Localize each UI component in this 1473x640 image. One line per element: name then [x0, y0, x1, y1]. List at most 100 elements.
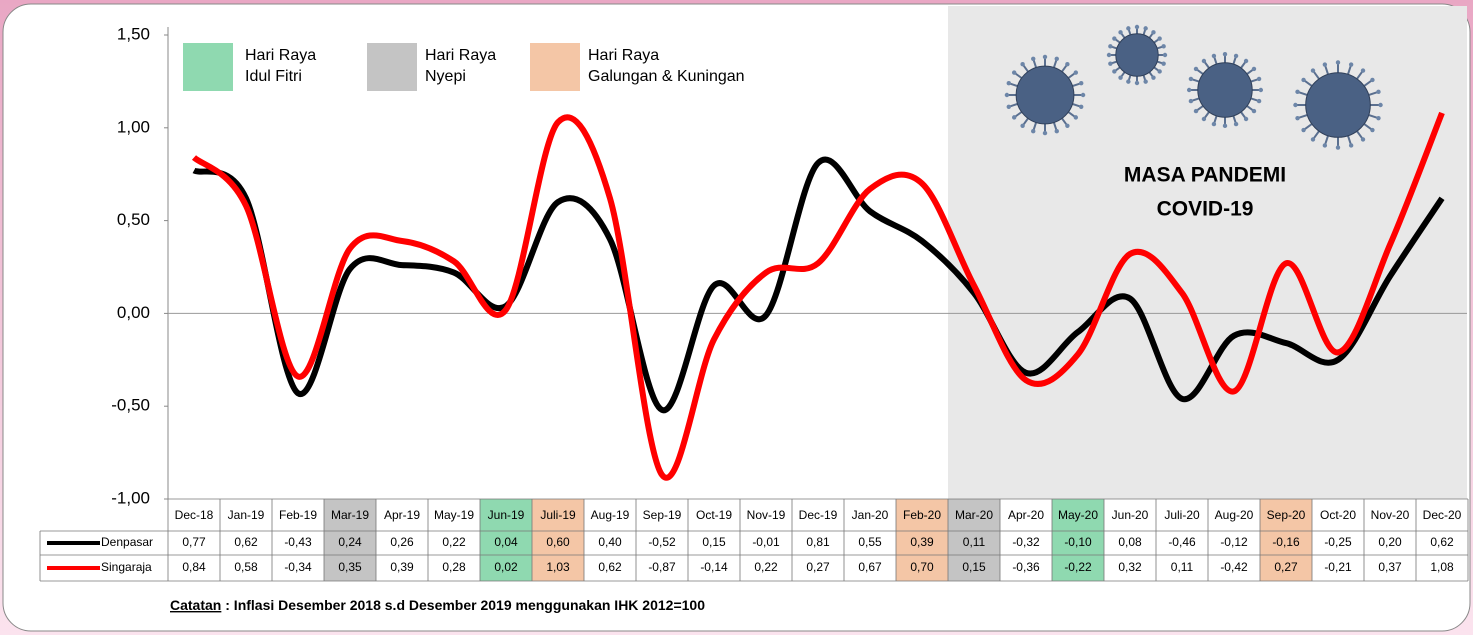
- virus-spike-tip: [1349, 143, 1353, 147]
- value-label: -0,42: [1220, 560, 1248, 574]
- value-label: 0,11: [1171, 560, 1194, 574]
- virus-spike-tip: [1244, 117, 1248, 121]
- value-label: -0,12: [1220, 535, 1248, 549]
- value-label: 0,62: [234, 535, 258, 549]
- highlight-label: Nyepi: [425, 68, 466, 85]
- x-tick-label: Jan-19: [228, 508, 265, 522]
- virus-body: [1116, 34, 1159, 77]
- virus-spike-tip: [1257, 99, 1261, 103]
- value-label: 0,15: [962, 560, 986, 574]
- x-tick-label: Apr-20: [1008, 508, 1044, 522]
- value-label: 0,84: [182, 560, 206, 574]
- virus-spike-tip: [1257, 77, 1261, 81]
- x-tick-label: Sep-20: [1267, 508, 1306, 522]
- value-label: 0,15: [702, 535, 726, 549]
- value-label: 0,67: [858, 560, 882, 574]
- x-tick-label: May-20: [1058, 508, 1098, 522]
- value-label: 0,02: [494, 560, 518, 574]
- virus-spike-tip: [1234, 122, 1238, 126]
- virus-spike-tip: [1107, 53, 1111, 57]
- value-label: 0,35: [338, 560, 362, 574]
- value-label: -0,14: [700, 560, 728, 574]
- pandemic-label: MASA PANDEMI: [1124, 164, 1286, 187]
- y-tick-label: -0,50: [111, 396, 150, 415]
- legend-label: Denpasar: [101, 535, 153, 549]
- virus-spike-tip: [1151, 30, 1155, 34]
- value-label: 0,77: [182, 535, 206, 549]
- note-text: : Inflasi Desember 2018 s.d Desember 201…: [221, 597, 705, 613]
- value-label: 0,20: [1378, 535, 1402, 549]
- virus-spike-tip: [1212, 54, 1216, 58]
- virus-spike-tip: [1157, 36, 1161, 40]
- virus-spike-tip: [1252, 109, 1256, 113]
- virus-spike-tip: [1223, 52, 1227, 56]
- virus-spike-tip: [1126, 79, 1130, 83]
- virus-spike-tip: [1055, 129, 1059, 133]
- virus-spike-tip: [1361, 137, 1365, 141]
- value-label: -0,21: [1324, 560, 1352, 574]
- virus-spike-tip: [1252, 67, 1256, 71]
- virus-spike-tip: [1323, 62, 1327, 66]
- virus-body: [1016, 66, 1074, 124]
- virus-spike-tip: [1065, 62, 1069, 66]
- virus-spike-tip: [1189, 99, 1193, 103]
- highlight-label: Hari Raya: [425, 47, 496, 64]
- virus-spike-tip: [1259, 88, 1263, 92]
- virus-spike-tip: [1151, 75, 1155, 79]
- virus-spike-tip: [1194, 109, 1198, 113]
- virus-spike-tip: [1007, 105, 1011, 109]
- virus-spike-tip: [1295, 90, 1299, 94]
- virus-spike-tip: [1135, 81, 1139, 85]
- virus-spike-tip: [1043, 55, 1047, 59]
- virus-spike-tip: [1108, 61, 1112, 65]
- highlight-swatch: [367, 43, 417, 91]
- x-tick-label: Nov-19: [747, 508, 786, 522]
- value-label: -0,36: [1012, 560, 1040, 574]
- virus-spike-tip: [1065, 124, 1069, 128]
- value-label: 1,03: [546, 560, 570, 574]
- y-tick-label: 0,00: [117, 303, 150, 322]
- y-tick-label: -1,00: [111, 488, 150, 507]
- virus-spike-tip: [1118, 30, 1122, 34]
- value-label: -0,34: [284, 560, 312, 574]
- virus-spike-tip: [1336, 145, 1340, 149]
- virus-spike-tip: [1161, 61, 1165, 65]
- virus-spike-tip: [1376, 90, 1380, 94]
- virus-spike-tip: [1031, 129, 1035, 133]
- virus-spike-tip: [1055, 57, 1059, 61]
- virus-spike-tip: [1043, 131, 1047, 135]
- value-label: -0,43: [284, 535, 312, 549]
- virus-spike-tip: [1157, 69, 1161, 73]
- virus-spike-tip: [1202, 59, 1206, 63]
- virus-spike-tip: [1301, 128, 1305, 132]
- value-label: 0,24: [338, 535, 362, 549]
- virus-spike-tip: [1112, 69, 1116, 73]
- virus-spike-tip: [1031, 57, 1035, 61]
- virus-spike-tip: [1163, 53, 1167, 57]
- virus-spike-tip: [1108, 44, 1112, 48]
- value-label: 0,08: [1118, 535, 1142, 549]
- virus-spike-tip: [1189, 77, 1193, 81]
- value-label: 0,55: [858, 535, 882, 549]
- x-tick-label: Nov-20: [1371, 508, 1410, 522]
- x-tick-label: Mar-20: [955, 508, 993, 522]
- x-tick-label: Dec-20: [1423, 508, 1462, 522]
- virus-spike-tip: [1244, 59, 1248, 63]
- x-tick-label: Apr-19: [384, 508, 420, 522]
- virus-spike-tip: [1223, 124, 1227, 128]
- x-tick-label: Juli-19: [540, 508, 576, 522]
- virus-spike-tip: [1074, 115, 1078, 119]
- virus-spike-tip: [1012, 115, 1016, 119]
- value-label: 0,60: [546, 535, 570, 549]
- value-label: -0,52: [648, 535, 676, 549]
- virus-spike-tip: [1020, 62, 1024, 66]
- virus-spike-tip: [1118, 75, 1122, 79]
- x-tick-label: Juli-20: [1164, 508, 1200, 522]
- x-tick-label: Jan-20: [852, 508, 889, 522]
- value-label: 0,37: [1378, 560, 1402, 574]
- value-label: 0,32: [1118, 560, 1142, 574]
- virus-spike-tip: [1311, 137, 1315, 141]
- virus-spike-tip: [1126, 26, 1130, 30]
- virus-spike-tip: [1349, 62, 1353, 66]
- virus-spike-tip: [1370, 128, 1374, 132]
